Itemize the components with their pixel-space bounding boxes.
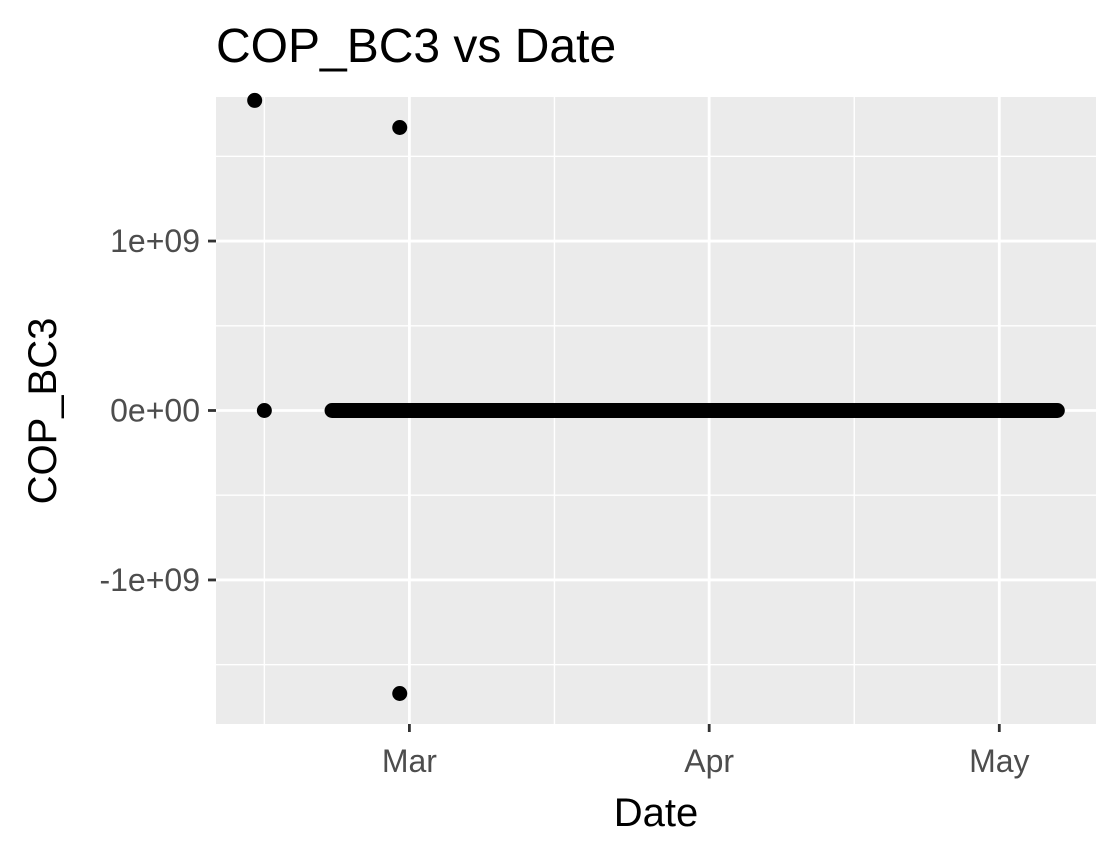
- data-points: [247, 92, 408, 701]
- x-tick-label: Apr: [684, 743, 734, 779]
- x-axis-ticks: Mar Apr May: [382, 724, 1030, 779]
- x-tick-label: May: [969, 743, 1029, 779]
- data-point: [392, 685, 408, 701]
- y-tick-label: 0e+00: [110, 393, 200, 429]
- x-axis-title: Date: [614, 791, 699, 835]
- y-tick-label: -1e+09: [99, 562, 200, 598]
- chart-title: COP_BC3 vs Date: [216, 20, 616, 73]
- data-point: [247, 92, 263, 108]
- y-axis-title: COP_BC3: [21, 318, 65, 505]
- data-point: [256, 403, 272, 418]
- data-point: [392, 120, 408, 136]
- y-axis-ticks: 1e+09 0e+00 -1e+09: [99, 223, 216, 598]
- y-tick-label: 1e+09: [110, 223, 200, 259]
- x-tick-label: Mar: [382, 743, 437, 779]
